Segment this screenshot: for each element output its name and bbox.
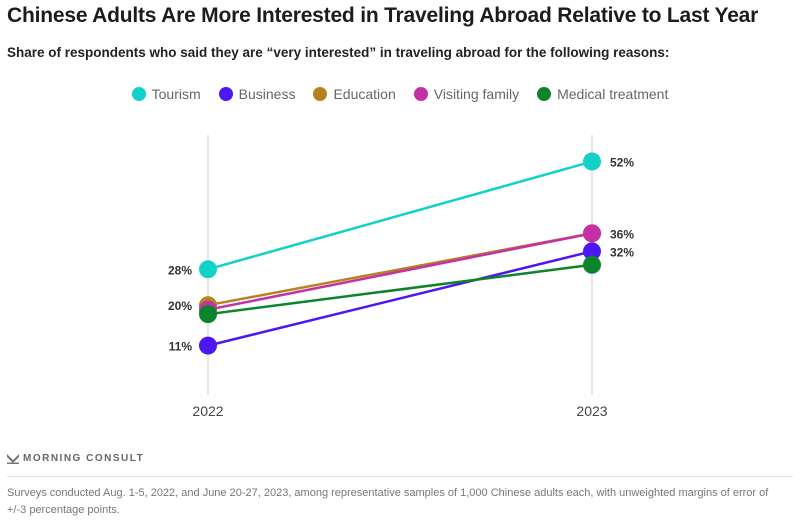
x-tick-label-2022: 2022: [192, 403, 223, 419]
legend-dot-icon: [413, 87, 428, 101]
legend-item-education[interactable]: Education: [313, 86, 396, 102]
data-label-tourism-2022: 28%: [168, 263, 192, 277]
legend-label: Tourism: [151, 86, 201, 102]
legend-item-medical-treatment[interactable]: Medical treatment: [537, 86, 668, 102]
data-label-business-2023: 32%: [610, 245, 634, 259]
point-visiting-family-2023: [583, 224, 601, 243]
data-label-visiting-family-2023: 36%: [610, 227, 634, 241]
chart-title: Chinese Adults Are More Interested in Tr…: [7, 4, 759, 27]
x-tick-label-2023: 2023: [576, 403, 607, 419]
data-label-business-2022: 11%: [169, 340, 193, 354]
legend-dot-icon: [537, 87, 552, 101]
series-line-visiting-family: [207, 232, 593, 311]
legend-label: Education: [333, 86, 396, 102]
slope-chart: 2022 2023 28% 52% 11% 32% 20% 36%: [168, 135, 634, 419]
legend-dot-icon: [218, 87, 233, 101]
legend-dot-icon: [131, 87, 146, 101]
point-business-2023: [583, 242, 601, 261]
brand-logo: MORNING CONSULT: [7, 453, 144, 464]
legend-dot-icon: [313, 87, 328, 101]
footer-divider: [7, 476, 793, 477]
legend-label: Visiting family: [433, 86, 520, 102]
data-label-education-2022: 20%: [168, 299, 192, 313]
legend-item-visiting-family[interactable]: Visiting family: [413, 86, 520, 102]
point-tourism-2023: [583, 152, 601, 171]
legend-label: Medical treatment: [557, 86, 669, 102]
legend-item-tourism[interactable]: Tourism: [131, 86, 201, 102]
point-tourism-2022: [199, 260, 217, 279]
series-line-tourism: [207, 160, 593, 271]
morning-consult-logo-icon: [7, 453, 19, 464]
series-line-business: [207, 250, 593, 347]
data-label-tourism-2023: 52%: [610, 156, 634, 170]
legend: Tourism Business Education Visiting fami…: [0, 86, 800, 102]
chart-subtitle: Share of respondents who said they are “…: [7, 45, 670, 60]
series-line-medical-treatment: [207, 263, 593, 316]
point-medical-treatment-2023: [583, 255, 601, 274]
footnote: Surveys conducted Aug. 1-5, 2022, and Ju…: [7, 487, 769, 516]
legend-item-business[interactable]: Business: [218, 86, 296, 102]
point-medical-treatment-2022: [199, 305, 217, 324]
legend-label: Business: [238, 86, 296, 102]
brand-name: MORNING CONSULT: [23, 453, 145, 464]
point-business-2022: [199, 336, 217, 355]
